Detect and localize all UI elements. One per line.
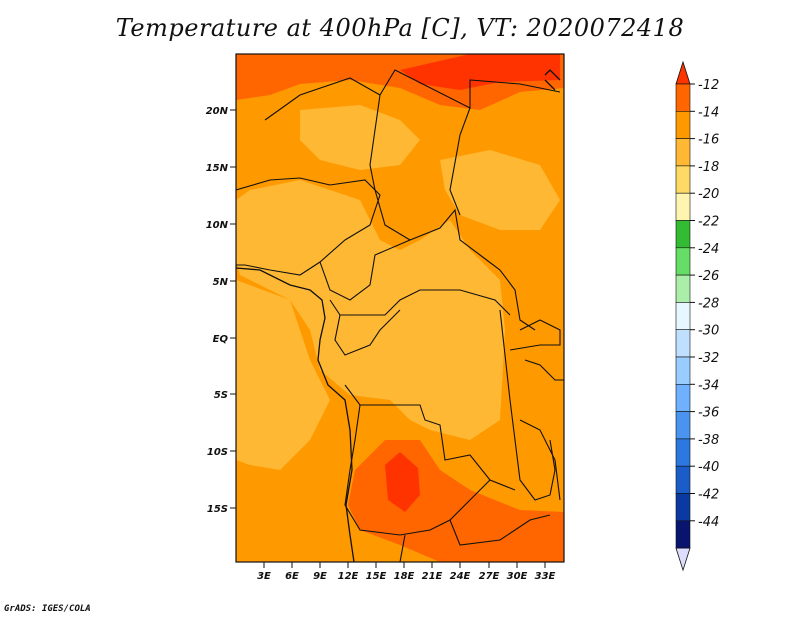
field-north-hot xyxy=(400,54,560,90)
colorbar-label: -24 xyxy=(698,242,719,257)
border-sudan xyxy=(449,107,471,216)
colorbar-segment xyxy=(675,83,691,112)
atlantic-coast xyxy=(236,267,355,562)
border-gabon-congo xyxy=(334,309,401,356)
grads-credit: GrADS: IGES/COLA xyxy=(4,604,91,614)
colorbar-label: -20 xyxy=(698,187,719,202)
colorbar-label: -30 xyxy=(698,324,719,339)
colorbar-label: -14 xyxy=(698,105,719,120)
colorbar-label: -34 xyxy=(698,378,719,393)
coastline xyxy=(236,69,561,562)
colorbar-label: -22 xyxy=(698,215,719,230)
colorbar-label: -28 xyxy=(698,296,719,311)
colorbar-segment xyxy=(675,438,691,467)
colorbar-label: -16 xyxy=(698,133,719,148)
colorbar-label: -26 xyxy=(698,269,719,284)
country-borders xyxy=(236,69,564,562)
field-central-cool xyxy=(236,180,505,440)
lon-tick-label: 21E xyxy=(422,571,443,582)
colorbar-segment xyxy=(675,138,691,167)
colorbar-segment xyxy=(675,520,691,549)
border-angola-south xyxy=(344,404,491,536)
colorbar-label: -44 xyxy=(698,515,719,530)
colorbar-label: -42 xyxy=(698,488,719,503)
border-tanzania xyxy=(519,419,561,501)
lon-tick-label: 9E xyxy=(313,571,327,582)
lon-tick-label: 3E xyxy=(257,571,271,582)
lat-tick-label: EQ xyxy=(213,334,229,345)
border-great-lakes xyxy=(499,309,556,501)
chart-title: Temperature at 400hPa [C], VT: 202007241… xyxy=(115,14,685,42)
colorbar-label: -36 xyxy=(698,406,719,421)
colorbar-label: -12 xyxy=(698,78,719,93)
border-central xyxy=(369,94,536,331)
lon-tick-label: 30E xyxy=(507,571,528,582)
lat-axis: 20N 15N 10N 5N EQ 5S 10S 15S xyxy=(206,106,236,515)
border-uganda xyxy=(509,319,561,351)
colorbar-label: -40 xyxy=(698,460,719,475)
colorbar-segment xyxy=(675,247,691,276)
colorbar-segment xyxy=(675,356,691,385)
lon-axis: 3E 6E 9E 12E 15E 18E 21E 24E 27E 30E 33E xyxy=(257,562,556,582)
colorbar-label: -38 xyxy=(698,433,719,448)
lon-tick-label: 33E xyxy=(535,571,556,582)
temperature-field xyxy=(236,54,564,562)
lon-tick-label: 27E xyxy=(479,571,500,582)
lon-tick-label: 18E xyxy=(394,571,415,582)
border-drc-angola xyxy=(344,384,516,491)
colorbar: -12 -14 -16 -18 -20 -22 -24 -26 -28 -30 -32 -34 -36 -… xyxy=(675,60,719,572)
field-sahel-cool xyxy=(300,105,420,170)
lon-tick-label: 6E xyxy=(285,571,299,582)
colorbar-segment xyxy=(675,302,691,330)
field-south-hot xyxy=(385,452,420,512)
colorbar-label: -32 xyxy=(698,351,719,366)
border-car-congo xyxy=(329,289,511,316)
colorbar-label: -18 xyxy=(698,160,719,175)
lat-tick-label: 10N xyxy=(206,220,229,231)
colorbar-bottom-arrow xyxy=(675,547,691,572)
lat-tick-label: 15S xyxy=(207,504,228,515)
colorbar-segment xyxy=(675,383,691,412)
colorbar-segment xyxy=(675,465,691,494)
colorbar-segment xyxy=(675,165,691,194)
border-southern xyxy=(399,514,551,562)
colorbar-segment xyxy=(675,493,691,522)
border-kenya-tz xyxy=(524,359,564,381)
lat-tick-label: 5N xyxy=(213,277,229,288)
red-sea-coast xyxy=(544,69,561,91)
border-north xyxy=(264,69,561,121)
colorbar-segment xyxy=(675,274,691,303)
field-east-cool xyxy=(440,150,560,230)
colorbar-segment xyxy=(675,329,691,358)
lon-tick-label: 15E xyxy=(366,571,387,582)
lon-tick-label: 12E xyxy=(338,571,359,582)
lat-tick-label: 10S xyxy=(207,447,228,458)
border-west-africa xyxy=(236,177,381,276)
colorbar-top-arrow xyxy=(675,60,691,85)
map-frame xyxy=(235,53,565,563)
colorbar-segment xyxy=(675,192,691,221)
colorbar-segment xyxy=(675,411,691,440)
lat-tick-label: 5S xyxy=(214,390,228,401)
field-west-cool xyxy=(236,280,330,470)
lon-tick-label: 24E xyxy=(450,571,471,582)
lat-tick-label: 15N xyxy=(206,163,229,174)
lat-tick-label: 20N xyxy=(206,106,229,117)
colorbar-segment xyxy=(675,111,691,139)
border-cameroon xyxy=(319,239,411,301)
colorbar-segment xyxy=(675,220,691,249)
